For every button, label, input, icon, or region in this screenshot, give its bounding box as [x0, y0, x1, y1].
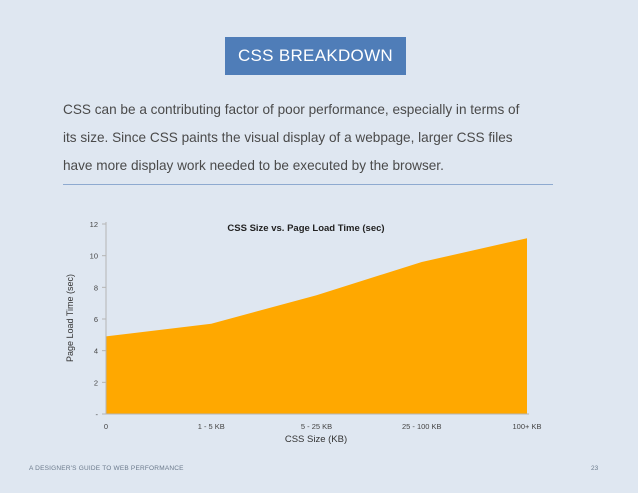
x-tick-label: 25 - 100 KB: [402, 422, 442, 431]
intro-line: its size. Since CSS paints the visual di…: [63, 130, 513, 145]
x-tick-label: 100+ KB: [513, 422, 542, 431]
y-tick-label: 8: [94, 283, 98, 292]
y-axis-label: Page Load Time (sec): [65, 274, 75, 362]
y-tick-label: 2: [94, 378, 98, 387]
y-tick-label: 4: [94, 347, 98, 356]
y-tick-label: 12: [90, 220, 98, 229]
y-tick-label: -: [96, 410, 99, 419]
intro-line: have more display work needed to be exec…: [63, 158, 444, 173]
area-series: [106, 238, 527, 414]
section-title-badge: CSS BREAKDOWN: [225, 37, 406, 75]
x-axis-label: CSS Size (KB): [285, 434, 347, 445]
x-tick-label: 0: [104, 422, 108, 431]
y-tick-label: 6: [94, 315, 98, 324]
divider-line: [63, 184, 553, 185]
chart-title: CSS Size vs. Page Load Time (sec): [227, 223, 384, 234]
intro-paragraph: CSS can be a contributing factor of poor…: [63, 96, 573, 180]
y-tick-label: 10: [90, 252, 98, 261]
footer-guide-title: A DESIGNER'S GUIDE TO WEB PERFORMANCE: [29, 465, 184, 472]
chart-plot-area: - 2 4 6 8 10 12 0 1 - 5 KB 5 - 25 KB 25 - 100 KB 10…: [90, 220, 542, 431]
x-tick-label: 5 - 25 KB: [301, 422, 332, 431]
page-number: 23: [591, 465, 599, 472]
intro-line: CSS can be a contributing factor of poor…: [63, 102, 520, 117]
x-tick-label: 1 - 5 KB: [198, 422, 225, 431]
